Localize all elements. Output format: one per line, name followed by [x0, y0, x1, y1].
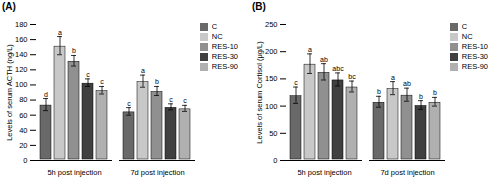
html-text:NC: NC	[211, 32, 223, 41]
svg-text:c: c	[86, 71, 90, 78]
html-text:RES-90: RES-90	[461, 62, 488, 71]
svg-text:a: a	[391, 74, 395, 81]
html-text:RES-30: RES-30	[211, 52, 238, 61]
svg-text:100: 100	[15, 80, 28, 89]
html-text:RES-30: RES-30	[461, 52, 488, 61]
svg-text:ab: ab	[320, 56, 328, 63]
svg-text:ab: ab	[403, 80, 411, 87]
svg-text:b: b	[433, 89, 437, 96]
svg-text:c: c	[169, 96, 173, 103]
svg-text:80: 80	[19, 95, 27, 104]
svg-text:Levels of serum ACTH (ng/L): Levels of serum ACTH (ng/L)	[5, 44, 14, 141]
svg-text:100: 100	[265, 102, 278, 111]
svg-text:d: d	[44, 91, 48, 98]
svg-text:b: b	[155, 78, 159, 85]
svg-text:140: 140	[15, 50, 28, 59]
svg-text:c: c	[294, 79, 298, 86]
svg-text:b: b	[377, 88, 381, 95]
svg-text:b: b	[72, 47, 76, 54]
html-text:NC: NC	[461, 32, 473, 41]
svg-text:5h post injection: 5h post injection	[47, 168, 101, 177]
svg-text:b: b	[419, 93, 423, 100]
svg-text:120: 120	[15, 65, 28, 74]
svg-text:7d post injection: 7d post injection	[380, 168, 434, 177]
svg-text:c: c	[127, 100, 131, 107]
svg-text:50: 50	[269, 129, 277, 138]
html-text:RES-10: RES-10	[461, 42, 488, 51]
svg-text:0: 0	[23, 156, 27, 165]
html-text:RES-90: RES-90	[211, 62, 238, 71]
svg-text:bc: bc	[348, 73, 356, 80]
svg-text:250: 250	[265, 20, 278, 29]
html-text:(B): (B)	[252, 1, 266, 12]
svg-text:180: 180	[15, 20, 28, 29]
svg-text:40: 40	[19, 126, 27, 135]
svg-text:200: 200	[265, 47, 278, 56]
svg-text:abc: abc	[332, 65, 344, 72]
html-text:(A): (A)	[2, 1, 16, 12]
svg-text:60: 60	[19, 111, 27, 120]
html-text:C: C	[461, 22, 468, 31]
svg-text:a: a	[308, 46, 312, 53]
svg-text:7d post injection: 7d post injection	[130, 168, 184, 177]
svg-text:c: c	[100, 78, 104, 85]
svg-text:5h post injection: 5h post injection	[297, 168, 351, 177]
svg-text:a: a	[141, 67, 145, 74]
html-text:C: C	[211, 22, 218, 31]
svg-text:160: 160	[15, 35, 28, 44]
svg-text:20: 20	[19, 141, 27, 150]
svg-text:0: 0	[273, 156, 277, 165]
svg-text:150: 150	[265, 74, 278, 83]
svg-text:a: a	[58, 29, 62, 36]
svg-text:c: c	[183, 97, 187, 104]
html-text:RES-10: RES-10	[211, 42, 238, 51]
svg-text:Levels of serum Cortisol (μg/L: Levels of serum Cortisol (μg/L)	[255, 41, 264, 144]
